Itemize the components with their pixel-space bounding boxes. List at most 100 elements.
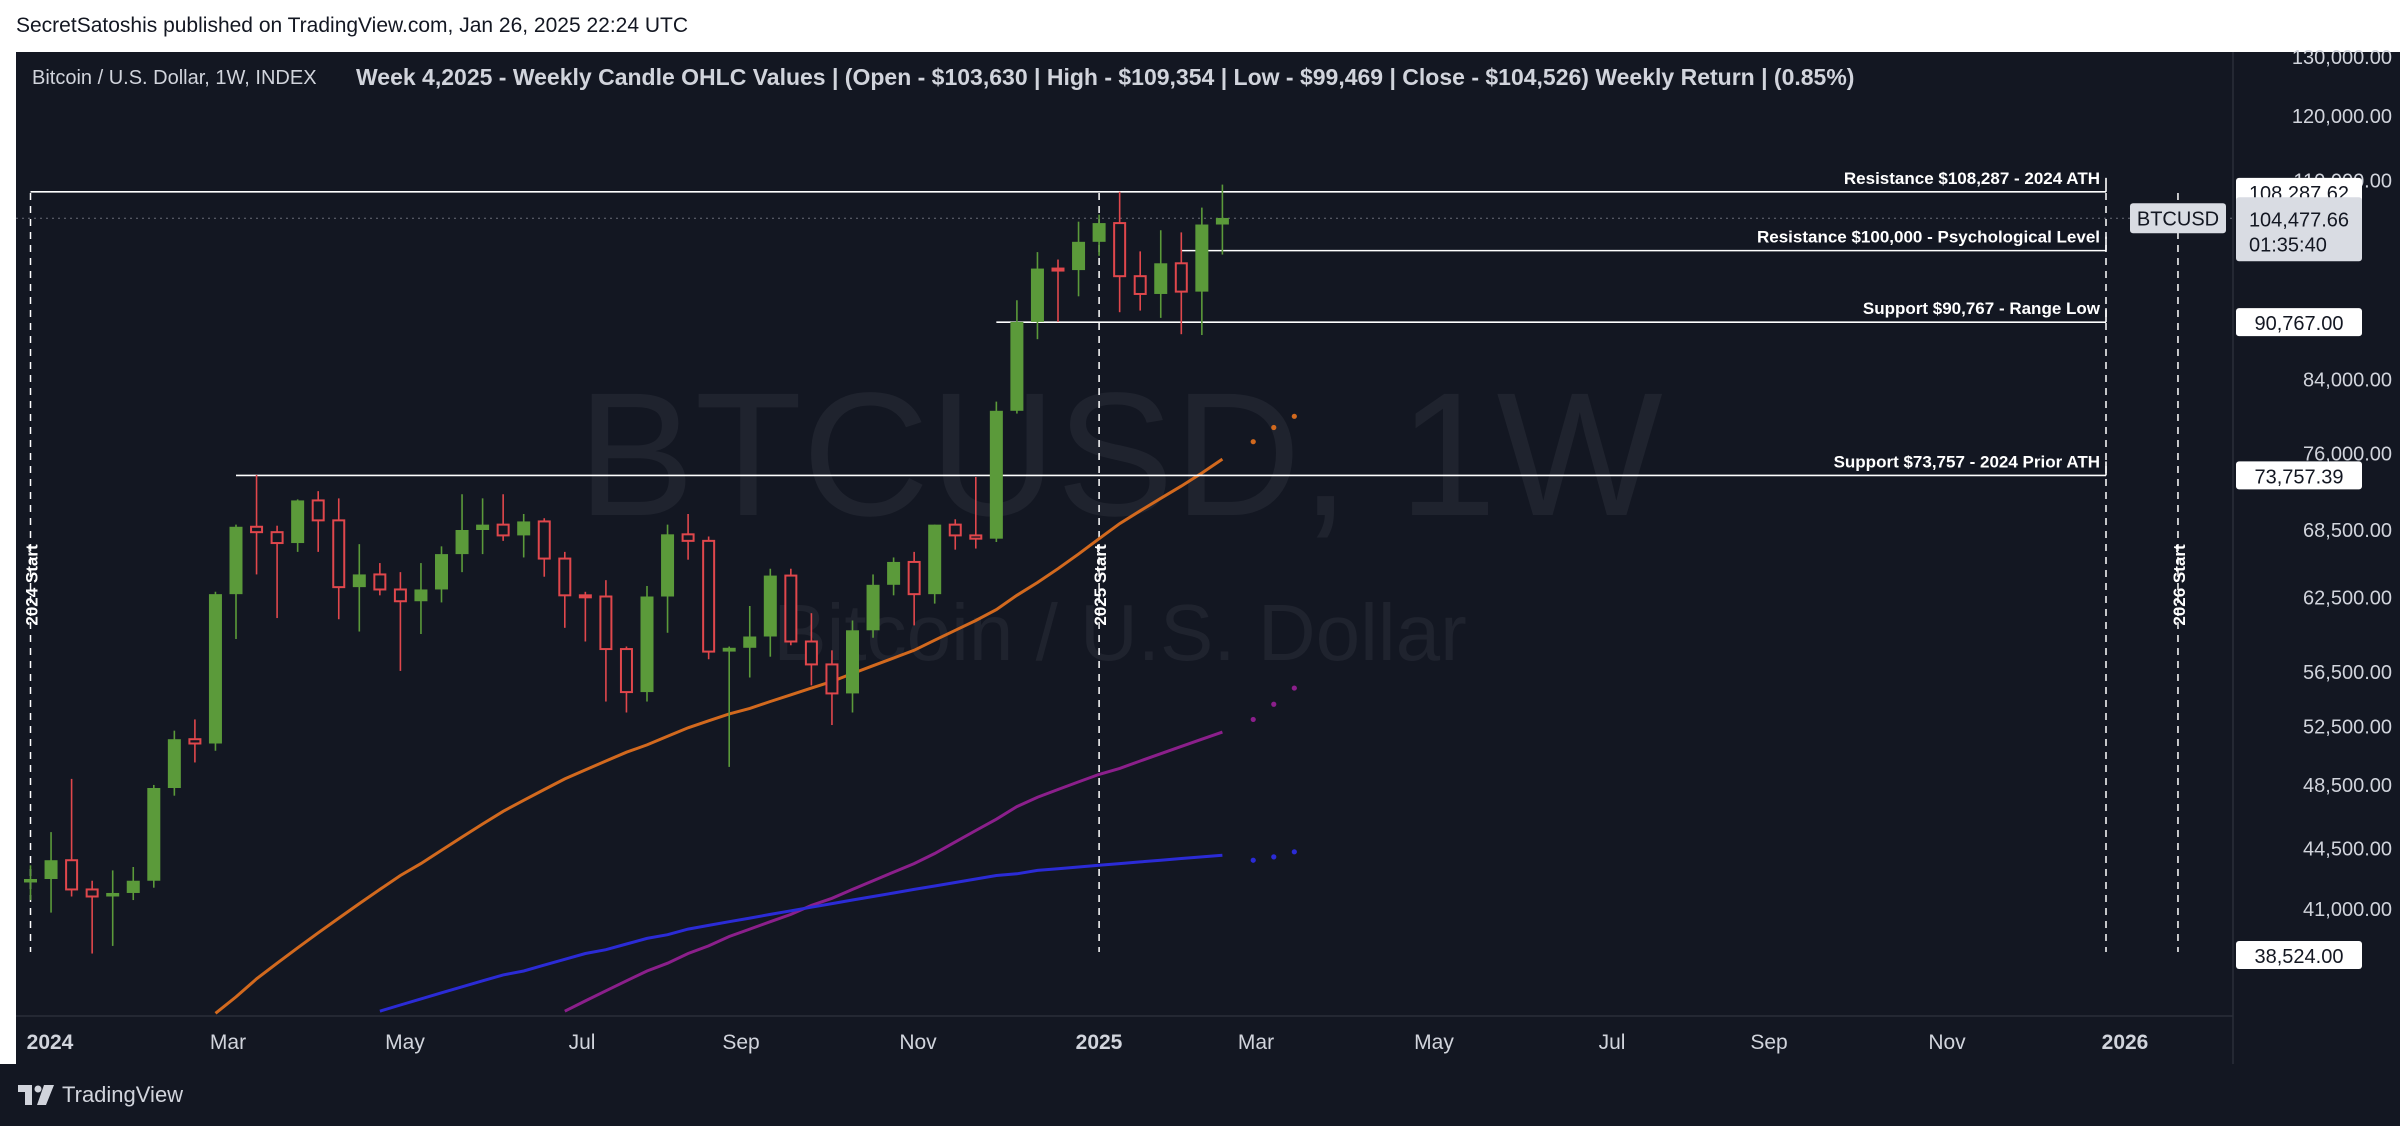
moving-average-line <box>379 853 1223 1013</box>
price-tick-label: 62,500.00 <box>2303 588 2392 610</box>
moving-average-projection-dot <box>1271 854 1277 860</box>
moving-average-projection-dot <box>1271 701 1277 707</box>
time-tick-label: 2025 <box>1076 1031 1123 1054</box>
candle-body-down <box>784 574 798 643</box>
price-tick-label: 120,000.00 <box>2292 106 2392 128</box>
time-tick-label: Jul <box>1599 1031 1626 1054</box>
candle-body-up <box>722 647 736 652</box>
candle-body-up <box>517 521 531 536</box>
candle-body-up <box>1030 268 1044 322</box>
candle-body-up <box>846 630 859 694</box>
candle-body-down <box>1174 262 1188 293</box>
time-tick-label: Sep <box>1750 1031 1787 1054</box>
ohlc-headline: Week 4,2025 - Weekly Candle OHLC Values … <box>356 64 1854 90</box>
price-tick-label: 76,000.00 <box>2303 443 2392 465</box>
last-price-box <box>2236 197 2362 262</box>
time-tick-label: 2026 <box>2102 1031 2149 1054</box>
moving-average-projection-dot <box>1291 849 1297 855</box>
candle-body-up <box>1154 263 1168 294</box>
candle-body-down <box>1133 275 1147 295</box>
time-tick-label: Jul <box>569 1031 596 1054</box>
publisher-attribution: SecretSatoshis published on TradingView.… <box>16 14 689 37</box>
time-tick-label: Nov <box>1928 1031 1966 1054</box>
level-label: Support $90,767 - Range Low <box>1863 299 2101 318</box>
watermark-description: Bitcoin / U.S. Dollar <box>773 588 1467 677</box>
tradingview-wordmark: TradingView <box>62 1082 184 1107</box>
price-tick-label: 56,500.00 <box>2303 662 2392 684</box>
candle-body-up <box>208 594 222 744</box>
candle-body-up <box>229 526 243 595</box>
last-price-countdown: 01:35:40 <box>2249 234 2327 256</box>
symbol-tag-text: BTCUSD <box>2137 208 2219 230</box>
horizontal-levels[interactable]: Resistance $108,287 - 2024 ATH Resistance… <box>16 169 2233 477</box>
moving-average-projection-dot <box>1291 685 1297 691</box>
price-label-text: 38,524.00 <box>2255 946 2344 968</box>
price-label-box <box>2236 461 2362 490</box>
moving-average-projection-dot <box>1250 716 1256 723</box>
candle-body-up <box>147 788 161 881</box>
candle-body-up <box>435 554 448 590</box>
price-label-text: 90,767.00 <box>2255 313 2344 335</box>
price-labels: 108,287.6290,767.0073,757.3938,524.00104… <box>2130 177 2362 969</box>
price-tick-label: 52,500.00 <box>2303 716 2392 738</box>
candle-body-up <box>1092 223 1106 242</box>
symbol-tag-box <box>2130 203 2226 234</box>
candles[interactable] <box>24 184 1229 954</box>
candle-body-up <box>1010 321 1024 411</box>
moving-averages <box>214 413 1297 1015</box>
candle-body-down <box>578 594 592 599</box>
candle-body-down <box>496 523 510 537</box>
time-tick-label: 2024 <box>27 1031 74 1054</box>
candle-body-down <box>969 534 983 540</box>
candle-body-down <box>537 520 551 560</box>
price-tick-label: 48,500.00 <box>2303 775 2392 797</box>
watermark: BTCUSD, 1W Bitcoin / U.S. Dollar <box>577 357 1662 677</box>
chart-pane[interactable] <box>16 52 2234 1064</box>
time-tick-label: Mar <box>210 1031 246 1054</box>
bottom-bar <box>0 1064 2400 1126</box>
price-label-text: 73,757.39 <box>2255 466 2344 488</box>
tradingview-logo-icon <box>18 1085 54 1105</box>
candle-body-down <box>65 859 79 891</box>
price-label-box <box>2236 308 2362 337</box>
price-label-box <box>2236 940 2362 969</box>
moving-average-line <box>564 730 1223 1013</box>
watermark-symbol: BTCUSD, 1W <box>577 357 1662 553</box>
price-tick-label: 130,000.00 <box>2292 47 2392 69</box>
candle-body-down <box>85 888 99 898</box>
price-tick-label: 44,500.00 <box>2303 839 2392 861</box>
tradingview-brand[interactable]: TradingView <box>18 1082 183 1108</box>
candle-body-down <box>1051 267 1065 272</box>
candle-body-up <box>106 892 120 897</box>
candle-body-up <box>989 410 1003 539</box>
time-tick-label: Nov <box>899 1031 937 1054</box>
price-tick-label: 41,000.00 <box>2303 899 2392 921</box>
candle-body-down <box>188 738 202 745</box>
time-tick-label: Sep <box>722 1031 759 1054</box>
price-tick-label: 68,500.00 <box>2303 520 2392 542</box>
last-price-value: 104,477.66 <box>2249 209 2349 231</box>
moving-average-projection-dot <box>1250 439 1256 445</box>
axes: 130,000.00120,000.00110,000.0084,000.007… <box>16 47 2392 1064</box>
candle-body-down <box>907 560 921 596</box>
candle-body-down <box>373 573 387 591</box>
year-start-label: 2024 Start <box>23 544 42 626</box>
candle-body-down <box>558 557 572 597</box>
time-tick-label: Mar <box>1238 1031 1274 1054</box>
candle-body-up <box>1215 217 1229 225</box>
candle-body-up <box>743 636 757 648</box>
candle-body-up <box>1195 224 1209 292</box>
candle-body-down <box>311 499 325 522</box>
candle-body-up <box>44 860 58 880</box>
candle-body-up <box>24 879 37 883</box>
candle-body-down <box>702 539 716 653</box>
candle-body-down <box>619 648 633 694</box>
candle-body-up <box>126 880 140 893</box>
candle-body-down <box>250 525 264 534</box>
candle-body-down <box>1113 222 1127 278</box>
candle-body-up <box>928 524 942 595</box>
candle-body-down <box>599 595 613 651</box>
year-start-label: 2026 Start <box>2170 544 2189 626</box>
level-label: Resistance $100,000 - Psychological Leve… <box>1757 228 2100 247</box>
